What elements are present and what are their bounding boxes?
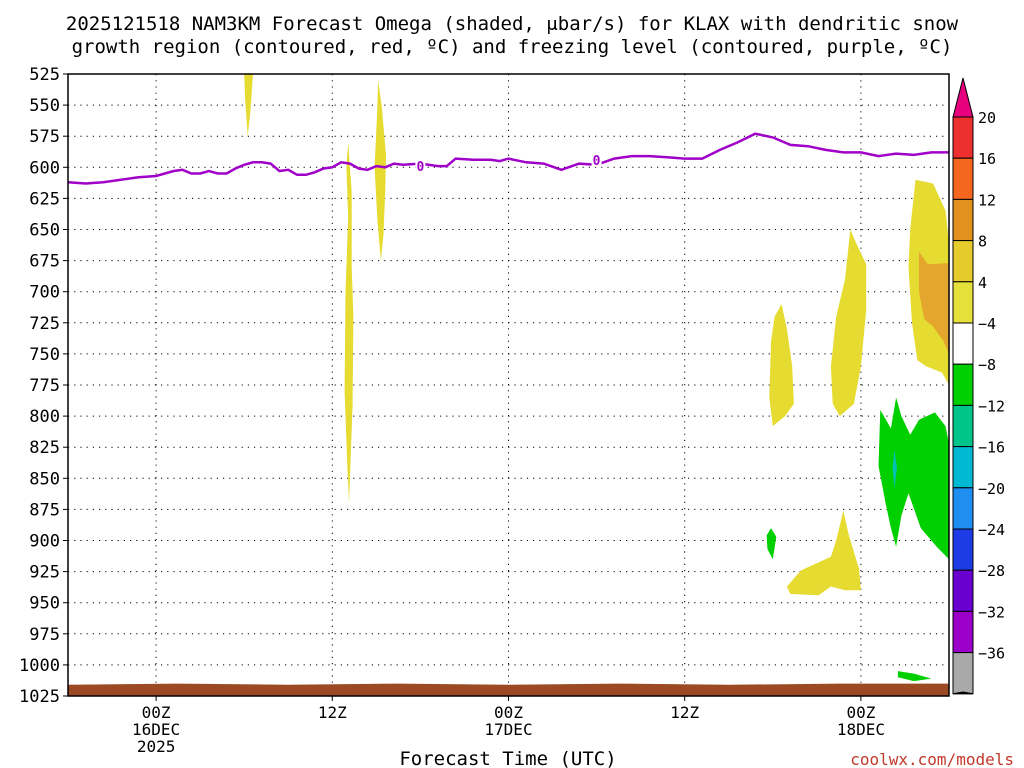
y-tick-label: 600 — [29, 158, 60, 178]
omega-region — [786, 510, 861, 596]
y-tick-label: 550 — [29, 96, 60, 116]
freezing-level-label-bg — [591, 151, 602, 167]
terrain — [68, 683, 949, 696]
colorbar-segment — [952, 528, 974, 571]
x-tick-label: 12Z — [318, 703, 347, 722]
x-tick-label: 16DEC — [132, 720, 180, 739]
x-tick-label: 00Z — [846, 703, 875, 722]
y-tick-label: 675 — [29, 252, 60, 272]
x-tick-label: 2025 — [137, 737, 176, 756]
y-tick-label: 700 — [29, 283, 60, 303]
credit-text: coolwx.com/models — [850, 750, 1014, 768]
colorbar-segment — [952, 198, 974, 242]
omega-region — [344, 142, 354, 504]
omega-region — [878, 397, 949, 560]
freezing-level-line — [67, 132, 949, 185]
x-tick-label: 17DEC — [484, 720, 532, 739]
y-tick-label: 625 — [29, 189, 60, 209]
colorbar-label: −36 — [978, 645, 1005, 663]
freezing-level-label: 0 — [593, 154, 601, 169]
colorbar-cap-bottom — [952, 691, 974, 695]
colorbar: 20 16 12 8 4 −4 −8 −12 −16 −20 −24 −28 −32 −36 — [952, 77, 1005, 695]
colorbar-label: −8 — [978, 356, 996, 374]
y-tick-label: 850 — [29, 469, 60, 489]
y-tick-label: 775 — [29, 376, 60, 396]
chart-title-line1: 2025121518 NAM3KM Forecast Omega (shaded… — [66, 13, 959, 35]
x-tick-label: 18DEC — [837, 720, 885, 739]
colorbar-label: −4 — [978, 315, 996, 333]
colorbar-segment — [952, 569, 974, 612]
freezing-level-label-bg — [415, 158, 426, 174]
omega-region — [244, 74, 253, 137]
omega-region — [919, 251, 949, 354]
omega-region — [769, 304, 794, 427]
y-tick-label: 575 — [29, 127, 60, 147]
colorbar-segment — [952, 116, 974, 159]
y-tick-label: 1025 — [19, 687, 60, 707]
colorbar-label: 20 — [978, 109, 996, 127]
colorbar-label: −24 — [978, 521, 1005, 539]
colorbar-label: 16 — [978, 150, 996, 168]
omega-region — [766, 528, 777, 560]
y-tick-label: 975 — [29, 625, 60, 645]
chart-title-line2: growth region (contoured, red, ºC) and f… — [72, 36, 953, 58]
colorbar-label: −28 — [978, 562, 1005, 580]
colorbar-label: 8 — [978, 233, 987, 251]
omega-region — [374, 80, 386, 261]
colorbar-segment — [952, 157, 974, 200]
colorbar-cap-top — [952, 77, 974, 118]
y-tick-label: 800 — [29, 407, 60, 427]
omega-region — [830, 229, 867, 417]
colorbar-segment — [952, 240, 974, 283]
omega-region — [892, 449, 897, 489]
colorbar-segment — [952, 404, 974, 448]
x-axis-label: Forecast Time (UTC) — [399, 748, 616, 768]
y-tick-label: 925 — [29, 563, 60, 583]
y-tick-label: 1000 — [19, 656, 60, 676]
omega-shading — [244, 74, 949, 682]
colorbar-segment — [952, 363, 974, 406]
colorbar-segment — [952, 487, 974, 530]
y-tick-label: 875 — [29, 500, 60, 520]
colorbar-label: −12 — [978, 397, 1005, 415]
terrain-fill — [68, 683, 949, 696]
y-axis: 525 550 575 600 625 650 675 700 725 750 775 800 825 8… — [19, 65, 68, 707]
colorbar-label: 4 — [978, 274, 987, 292]
x-tick-label: 00Z — [494, 703, 523, 722]
y-tick-label: 900 — [29, 532, 60, 552]
y-tick-label: 650 — [29, 221, 60, 241]
y-tick-label: 725 — [29, 314, 60, 334]
y-tick-label: 950 — [29, 594, 60, 614]
colorbar-label: −16 — [978, 439, 1005, 457]
colorbar-segment — [952, 322, 974, 365]
colorbar-label: 12 — [978, 191, 996, 209]
y-tick-label: 525 — [29, 65, 60, 85]
y-tick-label: 825 — [29, 438, 60, 458]
x-tick-label: 00Z — [142, 703, 171, 722]
colorbar-label: −32 — [978, 603, 1005, 621]
grid — [68, 74, 949, 696]
omega-region — [897, 671, 932, 682]
colorbar-segment — [952, 610, 974, 654]
colorbar-segment — [952, 281, 974, 324]
colorbar-segment — [952, 446, 974, 489]
x-tick-label: 12Z — [670, 703, 699, 722]
colorbar-segment — [952, 652, 974, 695]
y-tick-label: 750 — [29, 345, 60, 365]
colorbar-label: −20 — [978, 480, 1005, 498]
freezing-level-label: 0 — [416, 160, 424, 175]
